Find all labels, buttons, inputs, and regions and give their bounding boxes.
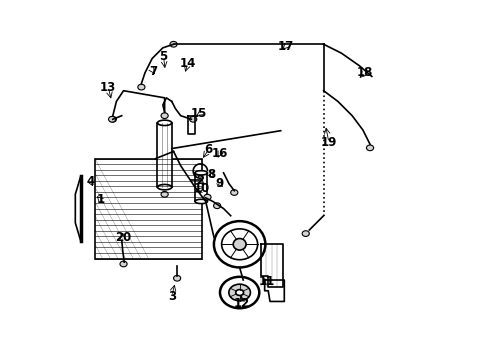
Ellipse shape (214, 203, 220, 208)
Ellipse shape (170, 41, 177, 47)
Ellipse shape (231, 190, 238, 195)
Text: 6: 6 (204, 143, 213, 156)
Ellipse shape (109, 116, 117, 122)
Text: 16: 16 (212, 147, 228, 160)
Ellipse shape (221, 229, 258, 260)
Text: 11: 11 (259, 275, 275, 288)
Text: 9: 9 (216, 177, 224, 190)
Text: 3: 3 (168, 289, 176, 303)
Ellipse shape (229, 284, 250, 301)
Text: 8: 8 (207, 168, 215, 181)
Ellipse shape (233, 239, 246, 250)
Text: 13: 13 (100, 81, 116, 94)
Ellipse shape (138, 84, 145, 90)
Text: 4: 4 (87, 175, 95, 188)
Ellipse shape (214, 221, 266, 267)
Ellipse shape (157, 120, 172, 126)
Ellipse shape (195, 199, 207, 203)
Ellipse shape (204, 194, 211, 200)
Text: 17: 17 (278, 40, 294, 53)
Polygon shape (157, 123, 172, 187)
Ellipse shape (236, 289, 244, 296)
Text: 1: 1 (96, 193, 104, 206)
Ellipse shape (195, 171, 207, 175)
Text: 5: 5 (159, 50, 168, 63)
Text: 19: 19 (321, 136, 337, 149)
Text: 15: 15 (191, 107, 207, 120)
Ellipse shape (157, 184, 172, 190)
Ellipse shape (190, 116, 197, 122)
Ellipse shape (367, 145, 373, 151)
Text: 20: 20 (115, 231, 131, 244)
Text: 12: 12 (233, 297, 249, 310)
Ellipse shape (120, 261, 127, 267)
Ellipse shape (173, 275, 181, 281)
Ellipse shape (161, 113, 168, 118)
Ellipse shape (220, 277, 259, 308)
Text: 10: 10 (193, 183, 210, 195)
Ellipse shape (302, 231, 309, 237)
Ellipse shape (109, 116, 116, 122)
Polygon shape (195, 173, 207, 202)
Text: 18: 18 (357, 66, 373, 79)
Text: 7: 7 (149, 64, 157, 77)
Text: 2: 2 (196, 174, 204, 187)
Text: 14: 14 (180, 57, 196, 71)
Ellipse shape (161, 192, 168, 197)
